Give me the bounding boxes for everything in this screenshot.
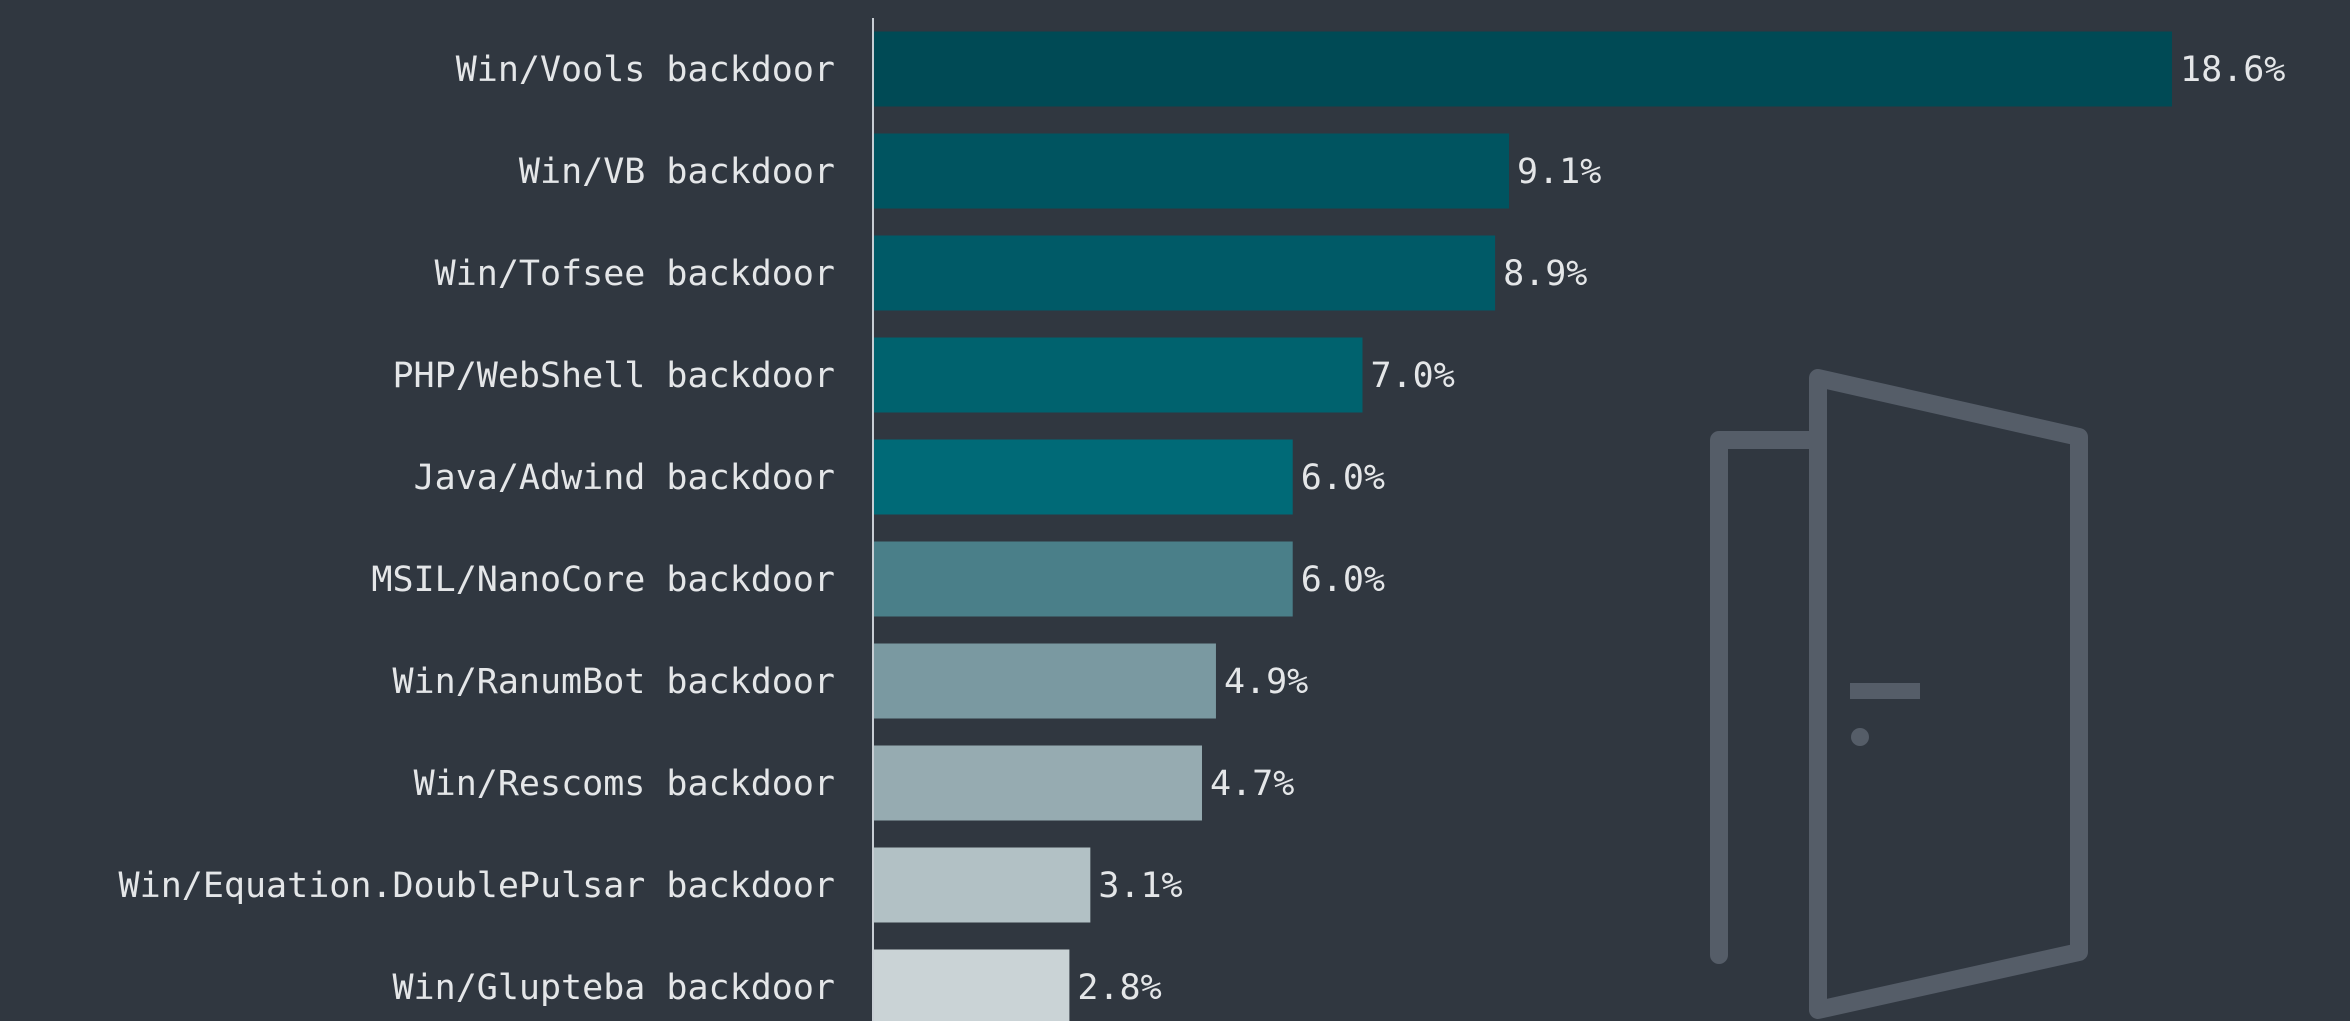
bar: [874, 541, 1293, 617]
door-frame: [1710, 431, 1824, 964]
category-label: Win/Glupteba backdoor: [392, 968, 835, 1008]
category-label: Win/Vools backdoor: [456, 50, 835, 90]
value-label: 9.1%: [1517, 152, 1601, 192]
bar: [874, 31, 2172, 107]
category-label: Win/RanumBot backdoor: [392, 662, 835, 702]
door-leaf: [1809, 369, 2088, 1019]
bar: [874, 439, 1293, 515]
bar: [874, 133, 1510, 209]
value-label: 4.9%: [1224, 662, 1308, 702]
category-label: MSIL/NanoCore backdoor: [371, 560, 835, 600]
bar: [874, 949, 1070, 1021]
category-label: Win/VB backdoor: [519, 152, 835, 192]
door-handle: [1850, 683, 1920, 699]
value-label: 4.7%: [1210, 764, 1294, 804]
door-icon: [1710, 369, 2088, 1019]
value-label: 6.0%: [1301, 458, 1385, 498]
bar: [874, 745, 1202, 821]
category-label: Win/Rescoms backdoor: [414, 764, 835, 804]
value-label: 3.1%: [1098, 866, 1182, 906]
bar: [874, 235, 1496, 311]
category-label: Win/Tofsee backdoor: [435, 254, 835, 294]
bar: [874, 847, 1091, 923]
value-label: 2.8%: [1077, 968, 1161, 1008]
bar: [874, 337, 1363, 413]
value-label: 7.0%: [1370, 356, 1454, 396]
category-label: Win/Equation.DoublePulsar backdoor: [119, 866, 835, 906]
value-label: 6.0%: [1301, 560, 1385, 600]
door-knob: [1851, 728, 1869, 746]
value-label: 18.6%: [2180, 50, 2285, 90]
category-label: PHP/WebShell backdoor: [392, 356, 835, 396]
bar: [874, 643, 1216, 719]
value-label: 8.9%: [1503, 254, 1587, 294]
category-label: Java/Adwind backdoor: [414, 458, 835, 498]
